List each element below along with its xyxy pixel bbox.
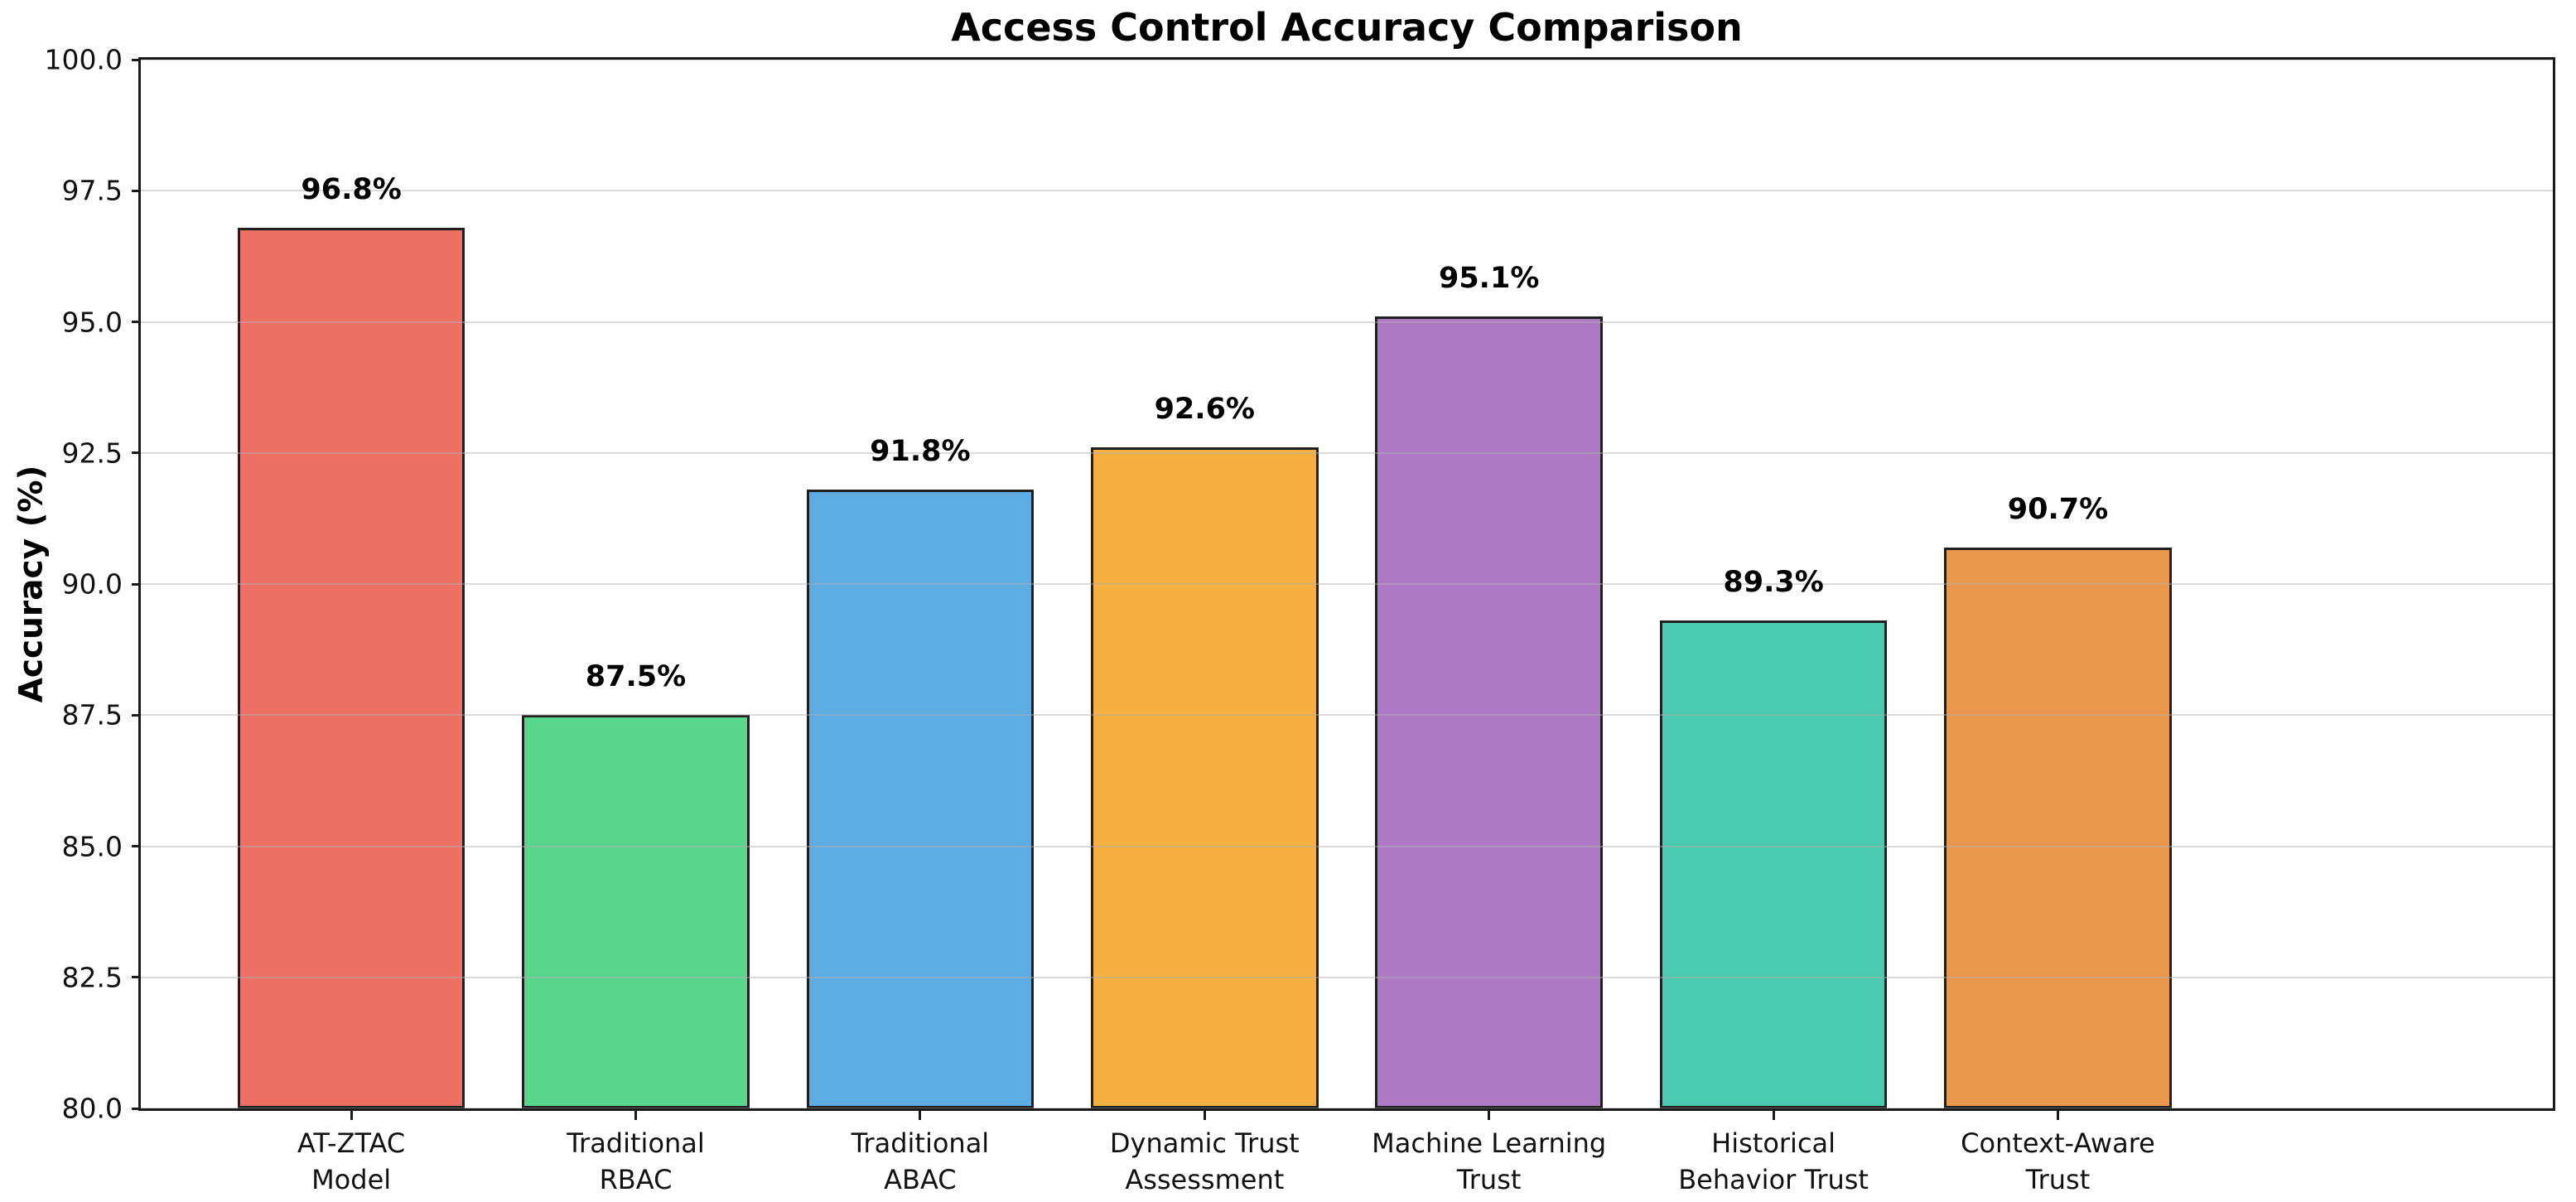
x-tick-mark: [634, 1111, 637, 1120]
y-tick-mark: [132, 451, 141, 455]
y-tick-mark: [132, 1107, 141, 1110]
bar-value-label: 95.1%: [1438, 262, 1540, 296]
y-gridline: [141, 1108, 2553, 1109]
y-gridline: [141, 451, 2553, 454]
bar-value-label: 92.6%: [1154, 393, 1256, 427]
y-gridline: [141, 845, 2553, 847]
y-gridline: [141, 714, 2553, 717]
x-tick-label: Context-Aware Trust: [1961, 1127, 2155, 1195]
y-tick-label: 100.0: [44, 43, 123, 76]
x-tick-mark: [1488, 1111, 1491, 1120]
bar-4: [1375, 316, 1604, 1108]
y-tick-mark: [132, 321, 141, 323]
bar-0: [237, 227, 466, 1108]
y-tick-label: 87.5: [61, 698, 123, 731]
y-gridline: [141, 190, 2553, 192]
x-tick-label: Traditional ABAC: [851, 1127, 990, 1195]
bar-value-label: 89.3%: [1723, 566, 1824, 600]
bar-value-label: 90.7%: [2007, 492, 2109, 526]
bar-value-label: 91.8%: [870, 435, 971, 469]
x-tick-label: Dynamic Trust Assessment: [1109, 1127, 1300, 1195]
x-tick-mark: [350, 1111, 353, 1120]
x-tick-label: Machine Learning Trust: [1372, 1127, 1607, 1195]
y-tick-label: 95.0: [61, 306, 123, 338]
x-tick-label: Historical Behavior Trust: [1678, 1127, 1869, 1195]
bar-2: [806, 490, 1035, 1108]
y-gridline: [141, 59, 2553, 60]
y-tick-label: 97.5: [61, 174, 123, 207]
x-tick-mark: [2056, 1111, 2059, 1120]
y-tick-mark: [132, 976, 141, 979]
y-tick-mark: [132, 58, 141, 61]
y-gridline: [141, 976, 2553, 978]
bar-5: [1659, 620, 1888, 1108]
x-tick-label: Traditional RBAC: [567, 1127, 705, 1195]
x-tick-mark: [919, 1111, 922, 1120]
x-tick-label: AT-ZTAC Model: [297, 1127, 406, 1195]
y-gridline: [141, 321, 2553, 323]
y-tick-label: 85.0: [61, 830, 123, 862]
bar-value-label: 96.8%: [301, 172, 402, 206]
y-tick-label: 92.5: [61, 437, 123, 470]
y-tick-label: 80.0: [61, 1092, 123, 1125]
x-tick-mark: [1203, 1111, 1206, 1120]
y-gridline: [141, 583, 2553, 585]
y-tick-mark: [132, 189, 141, 192]
y-tick-label: 82.5: [61, 961, 123, 994]
bar-1: [522, 715, 750, 1108]
y-tick-mark: [132, 713, 141, 717]
y-tick-label: 90.0: [61, 567, 123, 601]
bar-3: [1090, 447, 1319, 1108]
x-tick-mark: [1772, 1111, 1775, 1120]
y-tick-mark: [132, 582, 141, 586]
chart-title: Access Control Accuracy Comparison: [951, 5, 1743, 50]
bar-value-label: 87.5%: [585, 660, 687, 694]
y-tick-mark: [132, 845, 141, 847]
bar-6: [1944, 547, 2172, 1108]
